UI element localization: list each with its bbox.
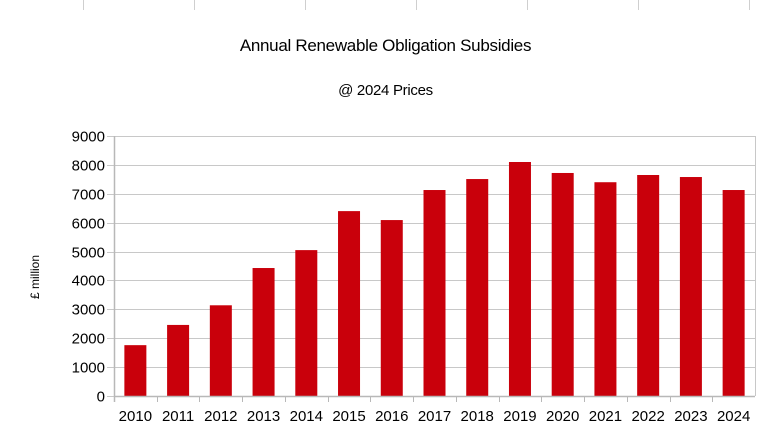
y-tick-label: 3000 [72, 302, 105, 319]
y-tick-label: 8000 [72, 158, 105, 175]
bar [167, 324, 190, 396]
top-ruler-tick [527, 0, 528, 10]
x-tick-label: 2011 [162, 408, 194, 425]
bar [380, 220, 403, 396]
top-ruler-tick [638, 0, 639, 10]
x-tick-label: 2010 [119, 408, 152, 425]
top-ruler-tick [749, 0, 750, 10]
top-ruler-tick [416, 0, 417, 10]
chart-title: Annual Renewable Obligation Subsidies [239, 36, 532, 55]
x-tick-label: 2020 [546, 408, 579, 425]
y-tick-label: 7000 [72, 187, 105, 204]
bar [679, 177, 702, 396]
top-ruler-tick [305, 0, 306, 10]
bar [252, 268, 275, 396]
x-tick-label: 2018 [461, 408, 494, 425]
bar [551, 172, 574, 396]
bar [722, 190, 745, 396]
y-tick-label: 6000 [72, 216, 105, 233]
y-tick-label: 0 [97, 389, 105, 406]
x-tick-label: 2014 [290, 408, 323, 425]
bar [338, 211, 361, 396]
x-tick-label: 2024 [717, 408, 750, 425]
bar [295, 250, 318, 396]
y-axis-label: £ million [28, 255, 42, 299]
x-tick-label: 2017 [418, 408, 451, 425]
x-tick-label: 2021 [589, 408, 622, 425]
bar [209, 305, 232, 396]
y-tick-label: 2000 [72, 331, 105, 348]
bar [466, 179, 489, 396]
y-tick-label: 9000 [72, 129, 105, 146]
top-ruler-tick [194, 0, 195, 10]
chart-subtitle: @ 2024 Prices [338, 82, 433, 99]
x-tick-label: 2013 [247, 408, 280, 425]
x-tick-label: 2023 [674, 408, 707, 425]
top-ruler-tick [83, 0, 84, 10]
x-tick-label: 2022 [631, 408, 664, 425]
bar [124, 345, 147, 396]
x-tick-label: 2015 [332, 408, 365, 425]
bar [508, 162, 531, 396]
x-tick-label: 2019 [503, 408, 536, 425]
y-tick-label: 5000 [72, 245, 105, 262]
x-tick-label: 2012 [204, 408, 237, 425]
bar [594, 182, 617, 396]
y-tick-label: 4000 [72, 273, 105, 290]
x-tick-label: 2016 [375, 408, 408, 425]
bar [423, 190, 446, 396]
y-tick-label: 1000 [72, 360, 105, 377]
bar [637, 175, 660, 396]
